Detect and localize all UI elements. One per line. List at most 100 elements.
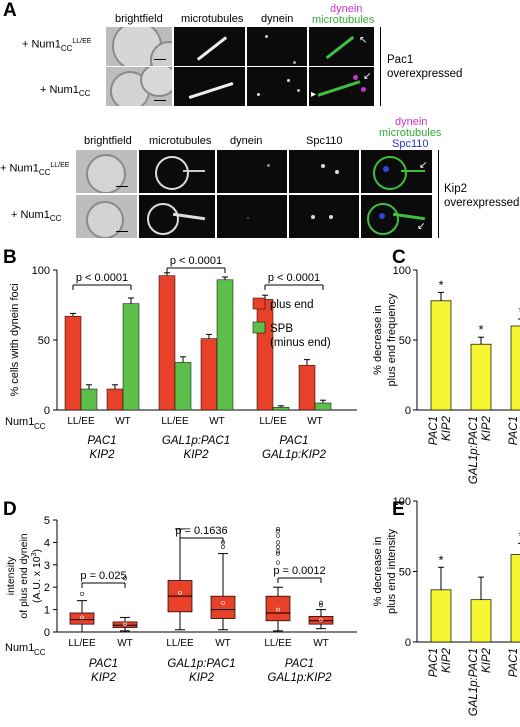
- y-tick-label: 50: [399, 335, 411, 347]
- group-label: PAC1: [279, 435, 308, 447]
- header-dynein: dynein: [261, 13, 294, 25]
- brightfield-image: [106, 27, 172, 66]
- significance-star: *: [438, 277, 443, 292]
- row-label-num1-llee: + Num1CCLL/EE: [0, 162, 70, 177]
- dynein-image: [217, 195, 287, 238]
- y-tick-label: 50: [399, 567, 411, 579]
- header-dynein: dynein: [230, 135, 263, 147]
- merge-image: ↖: [309, 27, 374, 66]
- outlier-point: [275, 560, 281, 565]
- bar-spb: [122, 303, 140, 411]
- bar-spb: [174, 362, 192, 411]
- header-brightfield: brightfield: [84, 135, 132, 147]
- outlier-point: [318, 603, 324, 608]
- header-merge-microtubules: microtubules: [379, 127, 442, 139]
- microtubules-image: [139, 150, 215, 193]
- category-label: PAC1: [508, 648, 520, 677]
- bar-spb: [272, 406, 290, 411]
- header-microtubules: microtubules: [181, 13, 244, 25]
- panel-label: E: [392, 499, 405, 520]
- bar: [510, 554, 520, 643]
- header-microtubules: microtubules: [149, 135, 212, 147]
- mean-marker: [221, 601, 225, 605]
- category-label: PAC1: [428, 648, 440, 677]
- legend-label: plus end: [270, 299, 313, 311]
- x-tick-label: WT: [313, 638, 329, 649]
- category-label: KIP2: [441, 647, 453, 673]
- y-tick-label: 5: [44, 515, 50, 527]
- bar-plus-end: [256, 299, 274, 411]
- significance-star: *: [518, 528, 520, 543]
- x-tick-label: WT: [115, 416, 131, 427]
- y-tick-label: 4: [44, 537, 50, 549]
- bar-plus-end: [106, 388, 124, 411]
- x-tick-label: LL/EE: [166, 638, 194, 649]
- pvalue-label: p < 0.0001: [76, 272, 128, 284]
- bar-spb: [314, 402, 332, 411]
- y-tick-label: 0: [44, 627, 50, 639]
- row-label-num1-wt: + Num1CC: [11, 209, 62, 224]
- outlier-point: [275, 551, 281, 556]
- outlier-point: [79, 591, 85, 597]
- arrow-icon: ↙: [363, 71, 372, 82]
- y-tick-label: 1: [44, 605, 50, 617]
- mean-marker: [123, 622, 127, 626]
- box: [69, 612, 95, 625]
- outlier-point: [275, 549, 281, 554]
- legend-label: SPB: [270, 323, 293, 335]
- legend-swatch-spb: [252, 321, 266, 334]
- merge-image: ↙: [361, 195, 432, 238]
- pvalue-label: p = 0.0012: [273, 565, 325, 577]
- spc110-image: [289, 150, 359, 193]
- x-tick-label: WT: [209, 416, 225, 427]
- x-tick-label: LL/EE: [68, 638, 96, 649]
- header-merge-microtubules: microtubules: [312, 14, 375, 26]
- outlier-point: [275, 529, 281, 534]
- microtubules-image: [174, 67, 245, 106]
- bar-spb: [216, 279, 234, 411]
- y-axis-label: of plus end dynein: [18, 533, 30, 618]
- bar-spb: [80, 388, 98, 411]
- legend-swatch-plus-end: [252, 297, 266, 310]
- pvalue-label: p < 0.0001: [268, 272, 320, 284]
- legend-label: (minus end): [270, 337, 331, 349]
- group-label: GAL1p:PAC1: [162, 435, 230, 447]
- bar: [470, 343, 492, 411]
- category-label: GAL1p:PAC1: [468, 416, 480, 484]
- pvalue-label: p = 0.1636: [175, 525, 227, 537]
- brightfield-image: [106, 67, 172, 106]
- box: [112, 621, 138, 628]
- panel-label-a: A: [3, 0, 17, 21]
- group-label: KIP2: [184, 449, 210, 461]
- outlier-point: [220, 544, 226, 549]
- y-tick-label: 0: [405, 405, 411, 417]
- merge-image: ↙: [361, 150, 432, 193]
- y-tick-label: 3: [44, 560, 50, 572]
- y-axis-label: (A.U. x 103): [31, 549, 43, 603]
- header-merge-dynein: dynein: [395, 116, 428, 128]
- microtubules-image: [139, 195, 215, 238]
- y-axis-label: intensity: [5, 556, 17, 595]
- box: [210, 595, 236, 619]
- row-label-num1: Num1: [5, 416, 34, 428]
- box: [265, 595, 291, 622]
- merge-image: ▸ ↙: [309, 67, 374, 106]
- header-brightfield: brightfield: [115, 13, 163, 25]
- outlier-point: [275, 540, 281, 545]
- pvalue-label: p < 0.0001: [170, 255, 222, 267]
- outlier-point: [275, 544, 281, 549]
- row-label-num1: Num1: [5, 642, 34, 654]
- category-label: GAL1p:PAC1: [468, 648, 480, 716]
- significance-star: *: [518, 304, 520, 319]
- mean-marker: [80, 615, 84, 620]
- x-tick-label: LL/EE: [264, 638, 292, 649]
- group-label: PAC1: [89, 658, 118, 670]
- bar-plus-end: [64, 315, 82, 411]
- y-tick-label: 0: [44, 405, 50, 417]
- brightfield-image: [76, 150, 137, 193]
- row-label-sub: CC: [34, 648, 46, 657]
- row-label-num1-llee: + Num1CCLL/EE: [22, 38, 92, 53]
- panel-label: D: [3, 499, 17, 520]
- panel-label: C: [392, 247, 406, 268]
- group-label: PAC1: [87, 435, 116, 447]
